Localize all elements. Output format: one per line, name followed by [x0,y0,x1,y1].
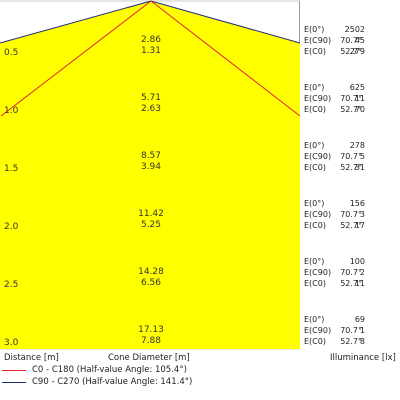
label-ec0: E(C0) [304,163,326,172]
value-e0: 69 [354,315,365,324]
label-ec90: E(C90) [304,36,332,45]
value-ec0: 11 [354,279,365,288]
distance-label: Distance [m] [4,353,59,363]
value-ec90: 45 [354,36,365,45]
angle-ec90: 70.7° [340,210,362,219]
row-cone-c0: 2.86 [141,35,161,45]
label-ec90: E(C90) [304,326,332,335]
legend-text-c90: C90 - C270 (Half-value Angle: 141.4°) [32,377,193,387]
angle-ec90: 70.7° [340,36,362,45]
label-e0: E(0°) [304,83,325,92]
value-ec90: 3 [359,210,365,219]
row-cone-c90: 1.31 [141,46,161,56]
label-ec90: E(C90) [304,210,332,219]
label-ec0: E(C0) [304,221,326,230]
value-e0: 278 [349,141,365,150]
value-ec0: 279 [349,47,365,56]
angle-ec90: 70.7° [340,326,362,335]
cone-diameter-label: Cone Diameter [m] [108,353,190,363]
value-ec0: 31 [354,163,365,172]
label-e0: E(0°) [304,141,325,150]
label-e0: E(0°) [304,25,325,34]
angle-ec90: 70.7° [340,152,362,161]
angle-ec0: 52.7° [340,47,362,56]
illuminance-row: E(0°) 100 E(C90) 70.7° 2 E(C0) 52.7° 11 [300,233,400,291]
angle-ec90: 70.7° [340,94,362,103]
value-ec0: 70 [354,105,365,114]
illuminance-row: E(0°) 156 E(C90) 70.7° 3 E(C0) 52.7° 17 [300,175,400,233]
illuminance-label: Illuminance [lx] [330,353,396,363]
illuminance-row: E(0°) 2502 E(C90) 70.7° 45 E(C0) 52.7° 279 [300,1,400,59]
legend-c0: C0 - C180 (Half-value Angle: 105.4°) [0,364,400,376]
label-ec90: E(C90) [304,94,332,103]
value-ec90: 11 [354,94,365,103]
light-cone-diagram: 0.5 2.861.31 1.0 5.712.63 1.5 8.573.94 2.0 11.4… [0,0,300,350]
row-distance: 3.0 [4,338,19,348]
row-cone-c90: 7.88 [141,336,161,346]
label-e0: E(0°) [304,257,325,266]
label-ec90: E(C90) [304,152,332,161]
cone-c0-edge [0,0,300,117]
label-ec0: E(C0) [304,337,326,346]
row-cone-c90: 3.94 [141,162,161,172]
cone-c90 [0,1,300,349]
illuminance-row: E(0°) 69 E(C90) 70.7° 1 E(C0) 52.7° 8 [300,291,400,349]
row-labels: 0.5 2.861.31 1.0 5.712.63 1.5 8.573.94 2.0 11.4… [4,35,164,348]
row-distance: 1.0 [4,106,19,116]
label-e0: E(0°) [304,315,325,324]
illuminance-row: E(0°) 278 E(C90) 70.7° 5 E(C0) 52.7° 31 [300,117,400,175]
value-ec0: 17 [354,221,365,230]
legend-line-c0 [2,370,26,371]
value-e0: 625 [349,83,365,92]
illuminance-table: E(0°) 2502 E(C90) 70.7° 45 E(C0) 52.7° 279 E(0°)… [300,0,400,350]
row-distance: 2.0 [4,222,19,232]
row-cone-c90: 5.25 [141,220,161,230]
value-ec90: 2 [359,268,365,277]
value-e0: 156 [349,199,365,208]
legend-line-c90 [2,382,26,383]
row-cone-c0: 11.42 [138,209,164,219]
row-cone-c90: 6.56 [141,278,161,288]
row-cone-c0: 14.28 [138,267,164,277]
angle-ec0: 52.7° [340,163,362,172]
row-cone-c0: 5.71 [141,93,161,103]
row-cone-c90: 2.63 [141,104,161,114]
row-cone-c0: 8.57 [141,151,161,161]
value-e0: 2502 [344,25,365,34]
row-distance: 2.5 [4,280,18,290]
legend-text-c0: C0 - C180 (Half-value Angle: 105.4°) [32,365,187,375]
value-ec90: 1 [359,326,365,335]
label-ec90: E(C90) [304,268,332,277]
footer: Distance [m] Cone Diameter [m] Illuminan… [0,352,400,364]
value-e0: 100 [349,257,365,266]
label-ec0: E(C0) [304,279,326,288]
legend-c90: C90 - C270 (Half-value Angle: 141.4°) [0,376,400,388]
row-distance: 0.5 [4,48,18,58]
angle-ec0: 52.7° [340,221,362,230]
value-ec0: 8 [359,337,365,346]
row-distance: 1.5 [4,164,18,174]
angle-ec0: 52.7° [340,105,362,114]
label-ec0: E(C0) [304,105,326,114]
value-ec90: 5 [359,152,365,161]
label-e0: E(0°) [304,199,325,208]
illuminance-row: E(0°) 625 E(C90) 70.7° 11 E(C0) 52.7° 70 [300,59,400,117]
angle-ec0: 52.7° [340,279,362,288]
angle-ec90: 70.7° [340,268,362,277]
row-cone-c0: 17.13 [138,325,164,335]
angle-ec0: 52.7° [340,337,362,346]
label-ec0: E(C0) [304,47,326,56]
